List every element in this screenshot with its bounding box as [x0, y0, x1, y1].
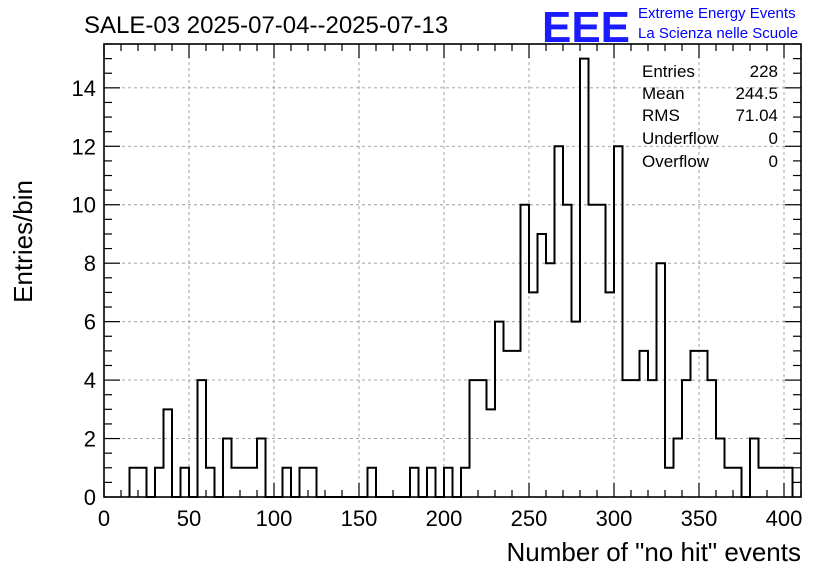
x-tick-label: 150 — [341, 506, 378, 531]
histogram-bin — [240, 468, 249, 497]
histogram-bin — [708, 380, 717, 497]
histogram-bin — [308, 468, 317, 497]
histogram-bin — [674, 439, 683, 497]
x-tick-label: 300 — [596, 506, 633, 531]
histogram-bin — [631, 380, 640, 497]
y-tick-label: 14 — [72, 76, 96, 101]
x-tick-label: 100 — [256, 506, 293, 531]
histogram-bin — [750, 439, 759, 497]
y-tick-label: 0 — [84, 485, 96, 510]
histogram-bin — [512, 351, 521, 497]
plot-frame — [103, 43, 802, 498]
histogram-bin — [546, 263, 555, 497]
histogram-outline — [128, 57, 794, 498]
histogram-bin — [427, 468, 436, 497]
histogram-bin — [640, 351, 649, 497]
histogram-bin — [691, 351, 700, 497]
histogram-bin — [487, 409, 496, 497]
stat-label-mean: Mean — [642, 84, 685, 103]
histogram-bin — [538, 234, 547, 497]
histogram-bin — [776, 468, 785, 497]
histogram-bin — [206, 468, 215, 497]
histogram-bin — [682, 380, 691, 497]
histogram-bin — [563, 205, 572, 497]
eee-logo: EEE Extreme Energy Events La Scienza nel… — [542, 3, 798, 52]
histogram-bin — [716, 439, 725, 497]
histogram-bin — [648, 380, 657, 497]
histogram-bin — [283, 468, 292, 497]
histogram-bin — [495, 322, 504, 497]
histogram-bin — [699, 351, 708, 497]
histogram-bin — [733, 468, 742, 497]
histogram-bin — [665, 468, 674, 497]
x-tick-label: 250 — [511, 506, 548, 531]
y-tick-label: 12 — [72, 134, 96, 159]
histogram-bin — [589, 205, 598, 497]
x-tick-labels: 0 50 100 150 200 250 300 350 400 — [98, 506, 802, 531]
histogram-bin — [759, 468, 768, 497]
stat-value-mean: 244.5 — [735, 84, 778, 103]
stat-label-entries: Entries — [642, 62, 695, 81]
histogram-bin — [555, 146, 564, 497]
histogram-bin — [478, 380, 487, 497]
histogram-bin — [504, 351, 513, 497]
x-tick-label: 200 — [426, 506, 463, 531]
x-tick-label: 350 — [681, 506, 718, 531]
histogram-bin — [606, 292, 615, 497]
histogram-bin — [410, 468, 419, 497]
stats-box: Entries 228 Mean 244.5 RMS 71.04 Underfl… — [642, 62, 778, 171]
histogram-bin — [470, 380, 479, 497]
histogram-bin — [461, 468, 470, 497]
histogram-bins — [130, 59, 793, 497]
histogram-bin — [572, 322, 581, 497]
stat-value-entries: 228 — [750, 62, 778, 81]
y-tick-label: 4 — [84, 368, 96, 393]
x-tick-label: 50 — [177, 506, 201, 531]
histogram-bin — [138, 468, 147, 497]
stat-label-overflow: Overflow — [642, 152, 710, 171]
histogram-bin — [164, 409, 173, 497]
histogram-bin — [198, 380, 207, 497]
histogram-bin — [444, 468, 453, 497]
histogram-bin — [767, 468, 776, 497]
x-tick-label: 400 — [766, 506, 803, 531]
stat-value-overflow: 0 — [769, 152, 778, 171]
stat-value-rms: 71.04 — [735, 106, 778, 125]
histogram-bin — [580, 59, 589, 497]
histogram-bin — [521, 205, 530, 497]
histogram-bin — [232, 468, 241, 497]
histogram-bin — [614, 146, 623, 497]
x-tick-label: 0 — [98, 506, 110, 531]
histogram-bin — [725, 468, 734, 497]
histogram-bin — [784, 468, 793, 497]
histogram-bin — [300, 468, 309, 497]
histogram-bin — [249, 468, 258, 497]
eee-logo-line1: Extreme Energy Events — [638, 5, 796, 22]
histogram-bin — [368, 468, 377, 497]
histogram-bin — [257, 439, 266, 497]
y-tick-label: 8 — [84, 251, 96, 276]
histogram-bin — [623, 380, 632, 497]
y-axis-label: Entries/bin — [8, 180, 38, 303]
stat-value-underflow: 0 — [769, 129, 778, 148]
histogram-bin — [529, 292, 538, 497]
histogram-bin — [155, 468, 164, 497]
histogram-bin — [223, 439, 232, 497]
y-tick-label: 6 — [84, 310, 96, 335]
histogram-bin — [130, 468, 139, 497]
y-tick-label: 10 — [72, 193, 96, 218]
histogram-bin — [181, 468, 190, 497]
y-tick-labels: 0 2 4 6 8 10 12 14 — [72, 76, 96, 510]
chart-title: SALE-03 2025-07-04--2025-07-13 — [84, 12, 448, 39]
x-axis-label: Number of "no hit" events — [507, 537, 802, 567]
histogram-bin — [657, 263, 666, 497]
stat-label-rms: RMS — [642, 106, 680, 125]
histogram-bin — [597, 205, 606, 497]
grid — [104, 44, 801, 497]
eee-logo-line2: La Scienza nelle Scuole — [638, 25, 798, 42]
y-tick-label: 2 — [84, 427, 96, 452]
stat-label-underflow: Underflow — [642, 129, 719, 148]
